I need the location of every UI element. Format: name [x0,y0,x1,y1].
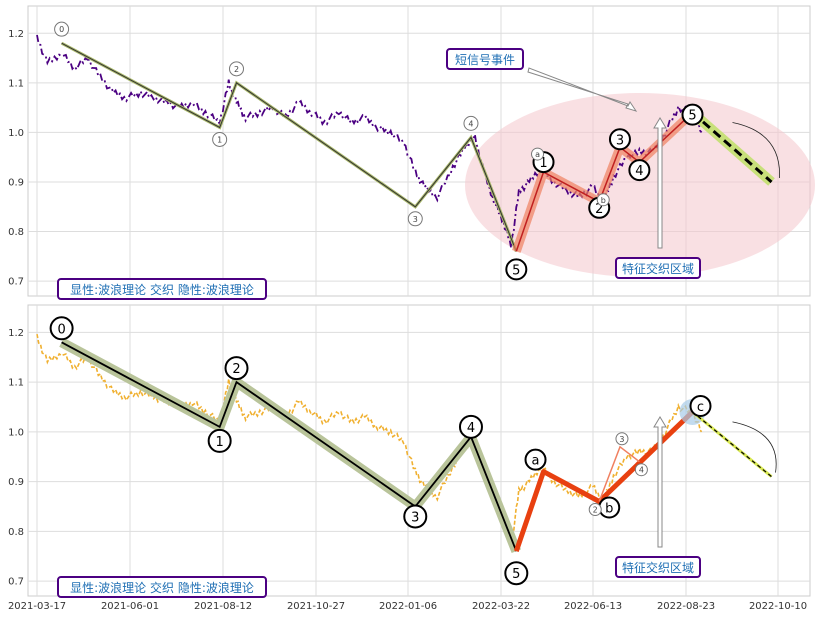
main-wave-label-1-circle [212,131,228,147]
sub-wave-label-5-circle [681,103,704,126]
short-signal-arrow [527,67,638,112]
sub-wave-label-4-circle [628,159,651,182]
y-tick-label: 1.1 [8,378,24,389]
abc-label-a: a [532,454,540,469]
y-tick-label: 0.7 [8,577,24,588]
y-tick-label: 1.2 [8,328,24,339]
main-wave-label-0-circle [54,21,70,37]
main-wave-label-4: 4 [468,119,473,128]
feature-zone-label-box [615,257,701,279]
abc-label-c-circle [689,394,712,417]
x-tick-label: 2022-01-06 [379,601,437,612]
main-wave-label-5-circle [504,561,529,586]
minor-label-2: 2 [593,505,598,514]
abc-label-a-circle [524,448,547,471]
feature-zone-arrow [653,117,667,249]
short-signal-label-box [446,48,524,70]
y-tick-label: 1.2 [8,29,24,40]
bottom-panel: 0.7 0.8 0.9 1.0 1.1 1.2 0 1 2 3 4 5 a b c 2 3 4 显性:波浪理论 交织… [8,304,811,598]
legend-label: 显性:波浪理论 交织 隐性:波浪理论 [70,580,254,595]
abc-label-c: c [697,400,704,415]
y-tick-label: 0.8 [8,227,24,238]
main-wave-label-1: 1 [217,135,222,144]
feature-zone-arrow [653,416,667,548]
main-wave-line [61,42,517,252]
x-tick-label: 2022-03-22 [472,601,530,612]
main-wave-label-4-circle [463,115,479,131]
x-tick-label: 2021-10-27 [287,601,345,612]
abc-label-b: b [605,501,613,516]
minor-label-4-circle [634,463,648,477]
x-tick-label: 2022-08-23 [657,601,715,612]
sub-wave-label-3-circle [608,128,631,151]
short-signal-label: 短信号事件 [455,53,515,67]
x-tick-label: 2021-08-12 [194,601,252,612]
sub-wave-label-1: 1 [539,156,547,171]
main-wave-label-2-circle [224,356,249,381]
minor-label-4: 4 [639,466,644,475]
main-wave-label-3: 3 [413,215,418,224]
sub-wave-label-2: 2 [595,202,603,217]
price-line [36,34,703,249]
main-wave-line [61,341,518,552]
x-tick-label: 2022-06-13 [564,601,622,612]
main-wave-label-0: 0 [57,322,65,337]
feature-zone-label: 特征交织区域 [622,261,694,276]
sub-wave-label-5: 5 [688,109,696,124]
minor-label-2-circle [588,502,602,516]
main-wave-label-2: 2 [234,65,239,74]
minor-label-3: 3 [619,435,624,444]
main-wave-label-2: 2 [232,362,240,377]
main-wave-label-1-circle [207,428,232,453]
main-wave-label-5-circle [505,258,528,281]
y-tick-label: 0.9 [8,477,24,488]
prediction-line [691,111,773,184]
legend-label-box [57,576,267,598]
secondary-label-b: b [601,196,606,205]
secondary-label-a-circle [531,147,545,161]
plot-frame [27,304,811,597]
sub-wave-label-3: 3 [616,133,624,148]
y-tick-label: 1.0 [8,128,24,139]
legend-label: 显性:波浪理论 交织 隐性:波浪理论 [70,282,254,297]
main-wave-label-5: 5 [512,567,520,582]
feature-zone-label-box [615,556,701,578]
main-wave-label-1: 1 [216,435,224,450]
top-panel: 0.7 0.8 0.9 1.0 1.1 1.2 0 1 2 3 4 5 1 2 3 4 5 a b 显性:波浪理论 交… [8,5,815,300]
sub-wave-label-4: 4 [635,164,643,179]
secondary-label-b-circle [596,193,610,207]
minor-wave-line [598,445,640,502]
prediction-arrow [732,421,777,473]
prediction-line [692,411,772,478]
feature-zone-label: 特征交织区域 [622,560,694,575]
secondary-label-a: a [535,150,540,159]
prediction-arrow [732,122,780,179]
y-tick-label: 0.7 [8,277,24,288]
minor-label-3-circle [615,432,629,446]
sub-wave-line [515,112,694,252]
main-wave-label-0: 0 [59,25,64,34]
main-wave-label-4-circle [458,414,483,439]
legend-label-box [57,278,267,300]
main-wave-label-4: 4 [467,421,475,436]
abc-wave-line [513,410,695,553]
main-wave-label-2-circle [229,61,244,77]
y-tick-label: 1.1 [8,78,24,89]
y-tick-label: 0.8 [8,527,24,538]
main-wave-label-3-circle [407,211,423,227]
main-wave-label-3-circle [403,504,428,529]
y-tick-label: 1.0 [8,427,24,438]
main-wave-label-5: 5 [512,263,520,278]
y-tick-label: 0.9 [8,177,24,188]
main-wave-label-3: 3 [411,510,419,525]
x-tick-label: 2021-03-17 [8,601,66,612]
x-axis: 2021-03-17 2021-06-01 2021-08-12 2021-10-27… [8,601,807,612]
main-wave-label-0-circle [49,316,74,341]
x-tick-label: 2021-06-01 [101,601,159,612]
x-tick-label: 2022-10-10 [749,601,807,612]
